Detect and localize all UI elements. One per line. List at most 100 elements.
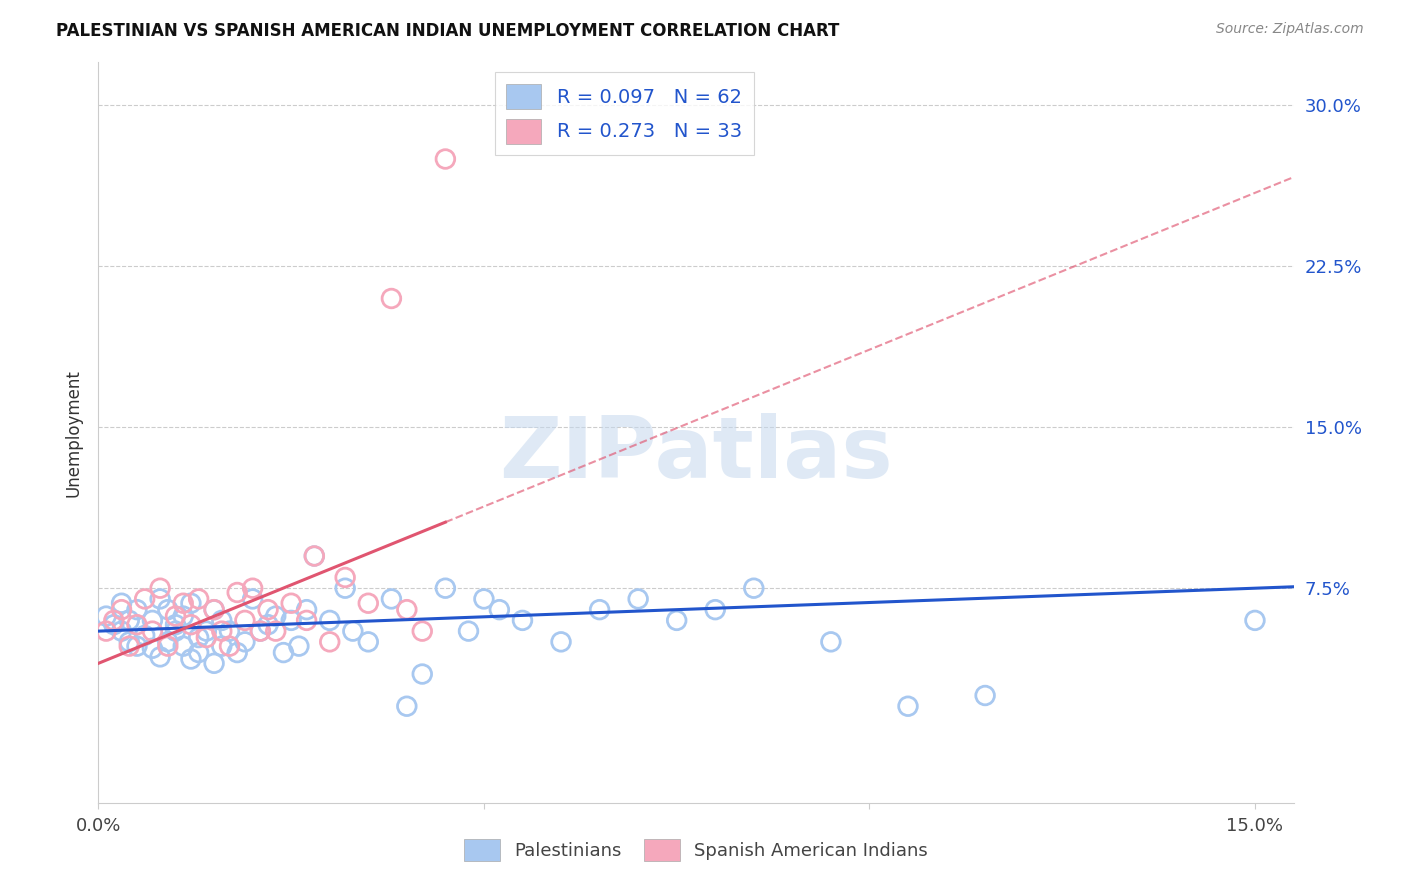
Palestinians	[141, 614, 163, 628]
Palestinians	[165, 624, 187, 639]
Palestinians	[627, 591, 650, 606]
Palestinians	[156, 602, 179, 616]
Palestinians	[288, 639, 311, 653]
Spanish American Indians	[156, 639, 179, 653]
Palestinians	[125, 602, 148, 616]
Palestinians	[226, 646, 249, 660]
Palestinians	[395, 699, 418, 714]
Palestinians	[304, 549, 326, 563]
Palestinians	[333, 581, 356, 595]
Palestinians	[280, 614, 302, 628]
Palestinians	[156, 635, 179, 649]
Text: PALESTINIAN VS SPANISH AMERICAN INDIAN UNEMPLOYMENT CORRELATION CHART: PALESTINIAN VS SPANISH AMERICAN INDIAN U…	[56, 22, 839, 40]
Spanish American Indians	[202, 602, 225, 616]
Text: ZIPatlas: ZIPatlas	[499, 413, 893, 496]
Palestinians	[457, 624, 479, 639]
Spanish American Indians	[165, 609, 187, 624]
Spanish American Indians	[94, 624, 117, 639]
Spanish American Indians	[180, 617, 202, 632]
Palestinians	[172, 639, 194, 653]
Spanish American Indians	[141, 624, 163, 639]
Spanish American Indians	[125, 617, 148, 632]
Palestinians	[149, 591, 172, 606]
Spanish American Indians	[103, 614, 125, 628]
Palestinians	[202, 657, 225, 671]
Spanish American Indians	[395, 602, 418, 616]
Palestinians	[820, 635, 842, 649]
Palestinians	[242, 591, 264, 606]
Y-axis label: Unemployment: Unemployment	[65, 368, 83, 497]
Palestinians	[550, 635, 572, 649]
Palestinians	[180, 596, 202, 610]
Palestinians	[165, 617, 187, 632]
Spanish American Indians	[249, 624, 271, 639]
Palestinians	[110, 624, 132, 639]
Palestinians	[472, 591, 495, 606]
Spanish American Indians	[434, 152, 457, 166]
Spanish American Indians	[333, 570, 356, 584]
Palestinians	[195, 624, 218, 639]
Text: Source: ZipAtlas.com: Source: ZipAtlas.com	[1216, 22, 1364, 37]
Palestinians	[357, 635, 380, 649]
Spanish American Indians	[118, 639, 141, 653]
Palestinians	[211, 639, 233, 653]
Spanish American Indians	[411, 624, 433, 639]
Palestinians	[273, 646, 295, 660]
Spanish American Indians	[187, 591, 209, 606]
Palestinians	[742, 581, 765, 595]
Palestinians	[110, 596, 132, 610]
Palestinians	[1244, 614, 1267, 628]
Palestinians	[264, 609, 287, 624]
Palestinians	[319, 614, 342, 628]
Spanish American Indians	[218, 639, 240, 653]
Palestinians	[187, 646, 209, 660]
Spanish American Indians	[172, 596, 194, 610]
Spanish American Indians	[134, 591, 156, 606]
Palestinians	[149, 649, 172, 664]
Spanish American Indians	[211, 624, 233, 639]
Palestinians	[295, 602, 318, 616]
Palestinians	[974, 689, 997, 703]
Palestinians	[233, 635, 256, 649]
Spanish American Indians	[233, 614, 256, 628]
Palestinians	[118, 614, 141, 628]
Palestinians	[512, 614, 534, 628]
Palestinians	[94, 609, 117, 624]
Palestinians	[211, 614, 233, 628]
Spanish American Indians	[195, 631, 218, 645]
Palestinians	[380, 591, 402, 606]
Palestinians	[249, 624, 271, 639]
Palestinians	[141, 641, 163, 656]
Palestinians	[588, 602, 610, 616]
Palestinians	[488, 602, 510, 616]
Spanish American Indians	[304, 549, 326, 563]
Palestinians	[118, 635, 141, 649]
Palestinians	[125, 639, 148, 653]
Palestinians	[257, 617, 280, 632]
Spanish American Indians	[149, 581, 172, 595]
Spanish American Indians	[226, 585, 249, 599]
Palestinians	[172, 609, 194, 624]
Palestinians	[180, 652, 202, 666]
Palestinians	[202, 602, 225, 616]
Palestinians	[103, 617, 125, 632]
Palestinians	[218, 624, 240, 639]
Palestinians	[411, 667, 433, 681]
Spanish American Indians	[110, 602, 132, 616]
Spanish American Indians	[280, 596, 302, 610]
Legend: Palestinians, Spanish American Indians: Palestinians, Spanish American Indians	[457, 831, 935, 868]
Palestinians	[665, 614, 688, 628]
Spanish American Indians	[380, 292, 402, 306]
Spanish American Indians	[357, 596, 380, 610]
Spanish American Indians	[319, 635, 342, 649]
Palestinians	[134, 628, 156, 642]
Spanish American Indians	[242, 581, 264, 595]
Palestinians	[897, 699, 920, 714]
Spanish American Indians	[295, 614, 318, 628]
Palestinians	[434, 581, 457, 595]
Spanish American Indians	[264, 624, 287, 639]
Palestinians	[187, 631, 209, 645]
Spanish American Indians	[257, 602, 280, 616]
Palestinians	[342, 624, 364, 639]
Palestinians	[704, 602, 727, 616]
